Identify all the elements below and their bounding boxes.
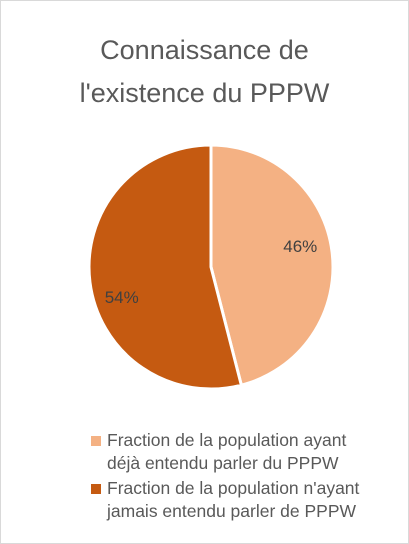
- legend-swatch: [91, 436, 101, 446]
- legend-item: Fraction de la population ayant déjà ent…: [91, 429, 381, 475]
- legend-label: Fraction de la population ayant déjà ent…: [107, 430, 347, 473]
- data-label: 54%: [105, 288, 139, 307]
- legend: Fraction de la population ayant déjà ent…: [91, 429, 381, 525]
- legend-label: Fraction de la population n'ayant jamais…: [107, 478, 360, 521]
- legend-item: Fraction de la population n'ayant jamais…: [91, 477, 381, 523]
- pie-slice: [209, 143, 335, 387]
- legend-swatch: [91, 484, 101, 494]
- pie-slice: [87, 143, 243, 391]
- data-label: 46%: [283, 237, 317, 256]
- chart-title: Connaissance de l'existence du PPPW: [79, 35, 330, 108]
